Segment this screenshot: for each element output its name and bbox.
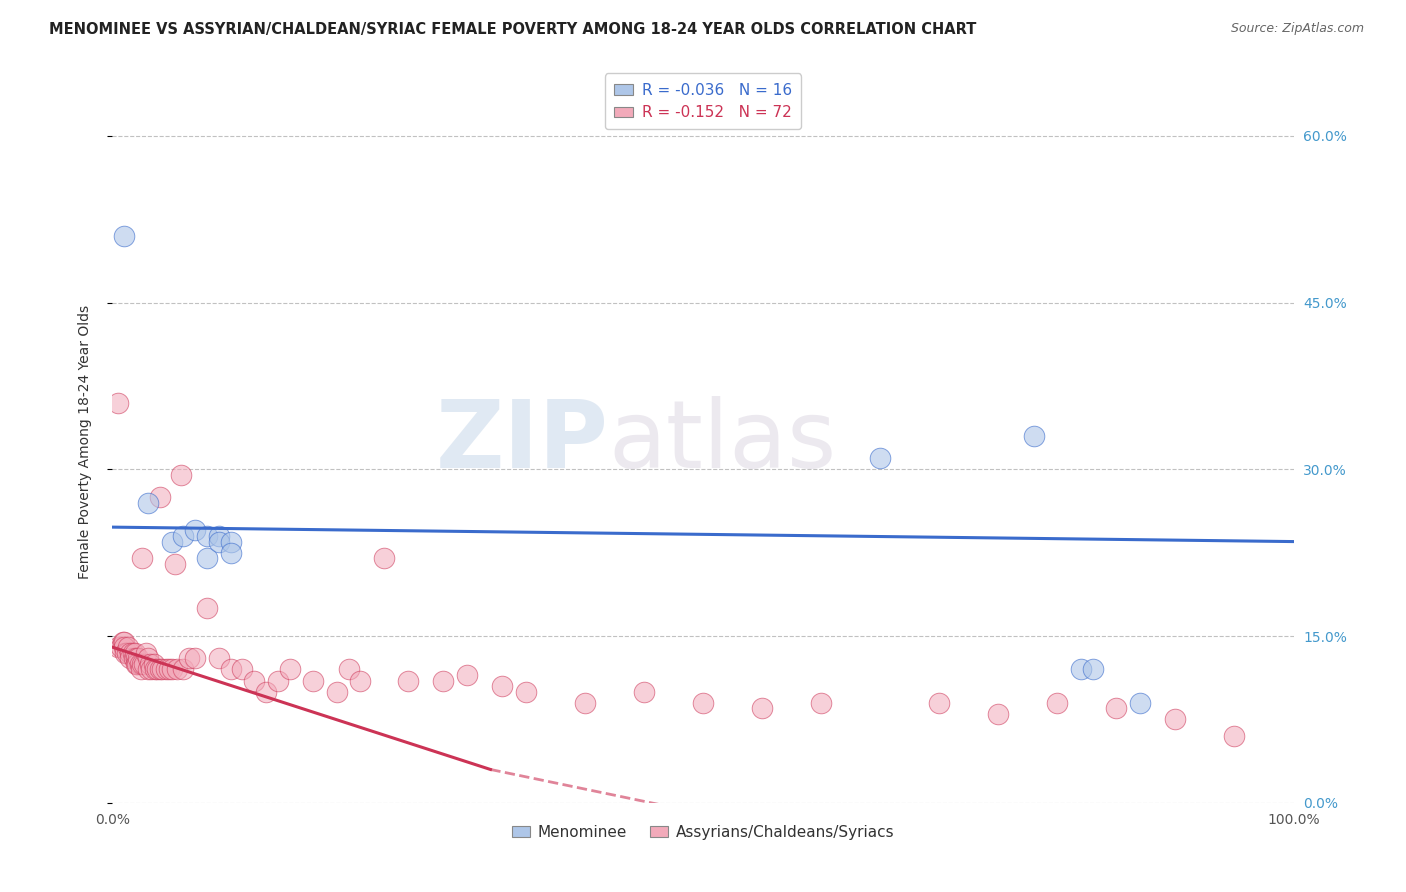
Point [987,706,1010,721]
Point [107,640,129,655]
Point [326,684,349,698]
Point [149,490,172,504]
Point [115,646,138,660]
Point [1164,713,1187,727]
Point [491,679,513,693]
Point [1022,429,1045,443]
Point [219,546,242,560]
Point [112,640,135,655]
Point [135,646,157,660]
Point [127,657,149,671]
Point [125,651,148,665]
Point [456,668,478,682]
Point [134,657,156,671]
Point [219,534,242,549]
Point [208,534,231,549]
Point [349,673,371,688]
Point [432,673,454,688]
Point [155,662,177,676]
Point [114,646,136,660]
Point [125,657,148,671]
Point [172,529,194,543]
Point [184,651,207,665]
Point [179,651,201,665]
Point [142,657,165,671]
Point [751,701,773,715]
Point [373,551,395,566]
Point [149,662,172,676]
Legend: Menominee, Assyrians/Chaldeans/Syriacs: Menominee, Assyrians/Chaldeans/Syriacs [506,819,900,846]
Point [170,467,193,482]
Text: ZIP: ZIP [436,395,609,488]
Point [139,657,162,671]
Point [1105,701,1128,715]
Point [172,662,194,676]
Point [120,646,142,660]
Point [302,673,325,688]
Point [195,551,218,566]
Point [810,696,832,710]
Point [692,696,714,710]
Point [160,534,183,549]
Point [157,662,180,676]
Point [1046,696,1069,710]
Point [136,662,159,676]
Point [136,651,159,665]
Text: MENOMINEE VS ASSYRIAN/CHALDEAN/SYRIAC FEMALE POVERTY AMONG 18-24 YEAR OLDS CORRE: MENOMINEE VS ASSYRIAN/CHALDEAN/SYRIAC FE… [49,22,977,37]
Y-axis label: Female Poverty Among 18-24 Year Olds: Female Poverty Among 18-24 Year Olds [77,304,91,579]
Point [208,651,231,665]
Point [141,662,163,676]
Point [219,662,242,676]
Point [928,696,950,710]
Point [166,662,188,676]
Point [120,651,142,665]
Point [143,662,166,676]
Point [122,651,145,665]
Point [112,634,135,648]
Point [127,651,149,665]
Text: atlas: atlas [609,395,837,488]
Point [337,662,360,676]
Point [1081,662,1104,676]
Point [107,395,129,409]
Point [254,684,277,698]
Point [124,646,146,660]
Point [1129,696,1152,710]
Point [184,524,207,538]
Text: Source: ZipAtlas.com: Source: ZipAtlas.com [1230,22,1364,36]
Point [160,662,183,676]
Point [1223,729,1246,743]
Point [121,646,143,660]
Point [165,557,187,571]
Point [195,601,218,615]
Point [1070,662,1092,676]
Point [131,551,153,566]
Point [128,657,150,671]
Point [150,662,173,676]
Point [112,634,135,648]
Point [129,662,152,676]
Point [195,529,218,543]
Point [574,696,596,710]
Point [110,640,132,655]
Point [267,673,290,688]
Point [112,228,135,243]
Point [243,673,266,688]
Point [515,684,537,698]
Point [396,673,419,688]
Point [117,640,139,655]
Point [131,657,153,671]
Point [231,662,253,676]
Point [278,662,301,676]
Point [633,684,655,698]
Point [208,529,231,543]
Point [869,451,891,466]
Point [136,496,159,510]
Point [146,662,169,676]
